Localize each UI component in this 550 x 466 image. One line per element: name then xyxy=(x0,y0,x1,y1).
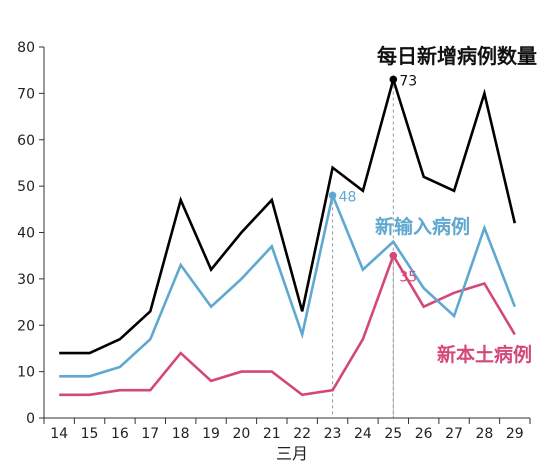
series-line xyxy=(59,191,517,378)
x-tick-label: 18 xyxy=(172,426,190,442)
x-axis-label: 三月 xyxy=(276,444,308,463)
y-tick-label: 10 xyxy=(17,365,35,381)
data-label: 35 xyxy=(399,270,417,286)
x-tick-label: 28 xyxy=(476,426,494,442)
y-tick-label: 80 xyxy=(17,40,35,56)
x-tick-label: 16 xyxy=(111,426,129,442)
y-tick-label: 20 xyxy=(17,318,35,334)
series-line xyxy=(59,74,517,355)
x-tick-label: 15 xyxy=(81,426,99,442)
x-tick-label: 25 xyxy=(384,426,402,442)
y-axis-ticks: 0 10 20 30 40 50 60 70 80 xyxy=(17,40,44,427)
y-tick-label: 60 xyxy=(17,133,35,149)
data-label: 73 xyxy=(399,73,417,89)
series-label-local: 新本土病例 xyxy=(437,343,532,366)
x-tick-label: 24 xyxy=(354,426,372,442)
series-line xyxy=(59,252,516,397)
x-tick-label: 26 xyxy=(415,426,433,442)
y-tick-label: 30 xyxy=(17,272,35,288)
x-tick-label: 22 xyxy=(293,426,311,442)
reference-lines xyxy=(332,79,394,418)
data-point-marker xyxy=(328,191,337,200)
x-tick-label: 29 xyxy=(506,426,524,442)
x-tick-label: 27 xyxy=(445,426,463,442)
data-point-marker xyxy=(389,75,398,84)
x-axis-ticks: 14 15 16 17 18 19 20 21 22 23 24 25 26 27 28 29 xyxy=(43,418,531,442)
y-tick-label: 40 xyxy=(17,226,35,242)
x-tick-label: 19 xyxy=(202,426,220,442)
y-tick-label: 0 xyxy=(26,411,35,427)
x-tick-label: 14 xyxy=(50,426,68,442)
series-lines xyxy=(59,74,517,397)
data-label: 48 xyxy=(339,189,357,205)
y-tick-label: 50 xyxy=(17,179,35,195)
annotations: 73 48 35 xyxy=(328,73,417,286)
data-point-marker xyxy=(389,251,398,260)
x-tick-label: 23 xyxy=(324,426,342,442)
chart-title: 每日新增病例数量 xyxy=(377,44,537,68)
x-tick-label: 21 xyxy=(263,426,281,442)
x-tick-label: 17 xyxy=(141,426,159,442)
x-tick-label: 20 xyxy=(233,426,251,442)
series-label-imported: 新输入病例 xyxy=(375,215,470,238)
y-tick-label: 70 xyxy=(17,86,35,102)
